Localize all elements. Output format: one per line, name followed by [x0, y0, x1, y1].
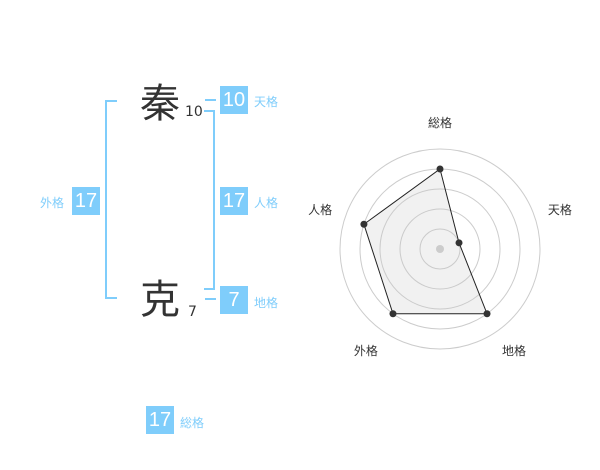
chikaku-value: 7 — [220, 286, 248, 314]
radar-axis-label: 人格 — [308, 202, 332, 217]
jinkaku-bracket — [213, 110, 215, 290]
radar-ring — [339, 148, 541, 350]
chikaku-connector — [205, 298, 216, 300]
gaikaku-label: 外格 — [40, 196, 65, 210]
jinkaku-label: 人格 — [254, 196, 279, 210]
tenkaku-value: 10 — [220, 86, 248, 114]
radar-ring — [399, 208, 481, 290]
chikaku-label: 地格 — [254, 296, 279, 310]
surname-strokes: 10 — [185, 104, 203, 120]
radar-point-4 — [360, 220, 368, 228]
radar-ring — [379, 188, 501, 310]
soukaku-value: 17 — [146, 406, 174, 434]
jinkaku-value: 17 — [220, 187, 248, 215]
tenkaku-label: 天格 — [254, 95, 279, 109]
radar-point-1 — [455, 239, 463, 247]
radar-ring — [419, 228, 461, 270]
tenkaku-connector — [205, 99, 216, 101]
radar-area — [363, 168, 488, 315]
radar-axis-label: 総格 — [428, 115, 452, 130]
gaikaku-bracket — [105, 100, 107, 299]
radar-center — [436, 245, 444, 253]
radar-point-2 — [483, 310, 491, 318]
surname-char: 秦 — [140, 81, 180, 127]
gaikaku-value: 17 — [72, 187, 100, 215]
radar-axis-label: 地格 — [502, 343, 526, 358]
bracket-stub — [204, 288, 215, 290]
radar-axis-label: 天格 — [548, 202, 572, 217]
given-char: 克 — [140, 277, 180, 323]
given-strokes: 7 — [188, 304, 197, 320]
radar-point-0 — [436, 165, 444, 173]
bracket-stub — [204, 110, 215, 112]
radar-axis-label: 外格 — [354, 343, 378, 358]
bracket-stub — [105, 100, 117, 102]
soukaku-label: 総格 — [180, 416, 205, 430]
bracket-stub — [105, 297, 117, 299]
radar-point-3 — [389, 310, 397, 318]
